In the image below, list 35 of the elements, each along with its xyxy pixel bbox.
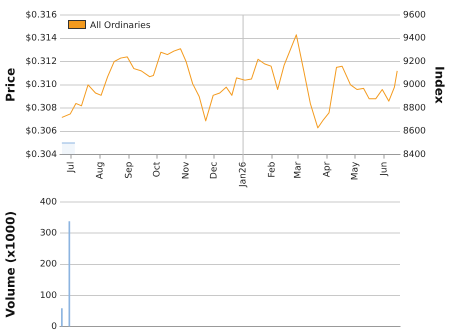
x-tick-label: Jul bbox=[66, 162, 77, 174]
legend-label: All Ordinaries bbox=[90, 21, 151, 31]
y-tick-label: 0 bbox=[51, 322, 58, 332]
y-tick-label: 200 bbox=[40, 260, 58, 270]
y-tick-label: $0.314 bbox=[26, 34, 58, 44]
y-tick-label: $0.306 bbox=[26, 126, 58, 137]
y-tick-label: $0.304 bbox=[26, 150, 58, 160]
x-tick-label: Apr bbox=[322, 161, 332, 178]
x-tick-label: Mar bbox=[294, 161, 304, 179]
y-tick-label: 400 bbox=[40, 197, 58, 208]
y2-tick-label: 9400 bbox=[403, 34, 426, 44]
x-tick-label: Aug bbox=[96, 162, 106, 180]
y-tick-label: $0.310 bbox=[26, 80, 58, 90]
x-tick-label: Jun bbox=[379, 162, 390, 177]
y-tick-label: $0.308 bbox=[26, 103, 58, 114]
x-tick-label: Dec bbox=[209, 162, 220, 180]
y2-tick-label: 8400 bbox=[403, 150, 426, 160]
y-tick-label: $0.312 bbox=[26, 56, 57, 67]
y2-tick-label: 9000 bbox=[403, 80, 426, 90]
x-tick-label: Feb bbox=[267, 161, 278, 178]
y-axis-title: Volume (x1000) bbox=[3, 211, 18, 318]
x-tick-label: May bbox=[350, 161, 361, 180]
x-tick-label: Oct bbox=[152, 161, 162, 178]
y-tick-label: 100 bbox=[40, 290, 58, 301]
x-tick-label: Jan26 bbox=[238, 161, 248, 188]
y-axis-title: Price bbox=[3, 68, 18, 102]
y2-axis-title: Index bbox=[432, 66, 447, 104]
y2-tick-label: 8600 bbox=[403, 126, 426, 137]
y-tick-label: $0.316 bbox=[26, 10, 58, 20]
y2-tick-label: 8800 bbox=[403, 103, 426, 114]
y-tick-label: 300 bbox=[40, 228, 58, 238]
y2-tick-label: 9200 bbox=[403, 56, 426, 67]
x-tick-label: Nov bbox=[181, 161, 192, 180]
y2-tick-label: 9600 bbox=[403, 10, 426, 20]
x-tick-label: Sep bbox=[124, 161, 134, 179]
